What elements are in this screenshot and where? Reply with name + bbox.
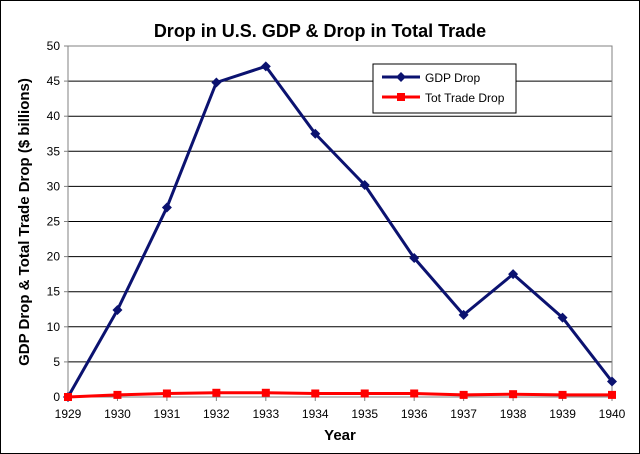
gdp-drop-point <box>112 304 123 315</box>
y-tick-label: 15 <box>47 285 61 299</box>
y-tick-label: 50 <box>47 39 61 53</box>
legend-trade-marker <box>397 93 405 101</box>
x-tick-labels: 1929 1930 1931 1932 1933 1934 1935 1936 1937 1938… <box>55 407 626 421</box>
chart-title: Drop in U.S. GDP & Drop in Total Trade <box>154 21 486 41</box>
total-trade-drop-point <box>212 388 221 397</box>
y-axis-label: GDP Drop & Total Trade Drop ($ billions) <box>16 78 33 366</box>
gdp-drop-point <box>310 128 321 139</box>
x-tick-label: 1932 <box>203 407 230 421</box>
total-trade-drop-point <box>509 390 518 399</box>
legend-gdp-marker <box>396 72 406 82</box>
x-tick-label: 1934 <box>302 407 329 421</box>
x-tick-label: 1931 <box>154 407 181 421</box>
total-trade-drop-point <box>558 390 567 399</box>
y-tick-label: 40 <box>47 109 61 123</box>
x-tick-label: 1938 <box>500 407 527 421</box>
y-tick-label: 30 <box>47 179 61 193</box>
legend: GDP Drop Tot Trade Drop <box>372 63 517 114</box>
gdp-drop-point <box>607 376 617 387</box>
legend-trade-label: Tot Trade Drop <box>425 91 505 105</box>
total-trade-drop-point <box>311 389 320 398</box>
y-tick-label: 35 <box>47 144 61 158</box>
y-tick-labels: 0 5 10 15 20 25 30 35 40 45 50 <box>47 39 61 404</box>
y-tick-label: 25 <box>47 215 61 229</box>
gdp-drop-point <box>557 312 568 323</box>
gdp-drop-point <box>359 179 370 190</box>
x-axis-label: Year <box>324 427 356 444</box>
x-tick-label: 1936 <box>401 407 428 421</box>
grid-lines <box>68 45 612 363</box>
gdp-drop-point <box>260 61 271 72</box>
total-trade-drop-series <box>64 388 616 401</box>
y-tick-label: 0 <box>53 390 60 404</box>
x-tick-label: 1939 <box>549 407 576 421</box>
total-trade-drop-point <box>261 388 270 397</box>
total-trade-drop-point <box>113 390 122 399</box>
total-trade-drop-point <box>162 389 171 398</box>
y-tick-label: 20 <box>47 250 61 264</box>
y-tick-label: 5 <box>53 355 60 369</box>
total-trade-drop-point <box>64 393 72 401</box>
legend-gdp-label: GDP Drop <box>425 71 480 85</box>
x-tick-label: 1935 <box>351 407 378 421</box>
total-trade-drop-point <box>410 389 419 398</box>
legend-box <box>372 63 517 114</box>
total-trade-drop-point <box>608 390 616 399</box>
series-layer <box>63 61 617 402</box>
x-tick-label: 1940 <box>599 407 626 421</box>
total-trade-drop-line <box>66 391 614 399</box>
y-tick-label: 45 <box>47 74 61 88</box>
gdp-drop-series <box>63 61 617 402</box>
gdp-drop-line <box>66 64 614 399</box>
total-trade-drop-point <box>360 389 369 398</box>
y-tick-label: 10 <box>47 320 61 334</box>
x-tick-label: 1930 <box>104 407 131 421</box>
gdp-drop-point <box>458 309 469 320</box>
gdp-drop-point <box>211 77 222 88</box>
x-tick-label: 1929 <box>55 407 82 421</box>
gdp-drop-point <box>508 269 519 280</box>
gdp-drop-point <box>409 253 420 264</box>
x-tick-label: 1937 <box>450 407 477 421</box>
x-tick-label: 1933 <box>252 407 279 421</box>
total-trade-drop-point <box>459 390 468 399</box>
gdp-drop-point <box>161 202 172 213</box>
axes <box>64 45 613 401</box>
